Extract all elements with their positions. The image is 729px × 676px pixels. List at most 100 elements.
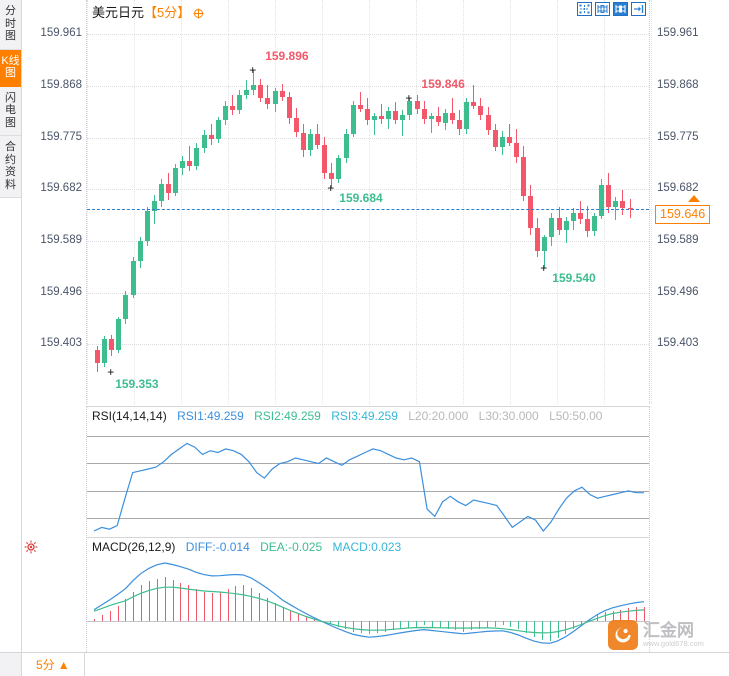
macd-histogram-bar xyxy=(369,621,370,635)
current-price-line xyxy=(87,209,649,211)
macd-histogram-bar xyxy=(219,591,221,622)
candle-body xyxy=(130,261,136,295)
rsi-level-20: L20:20.000 xyxy=(408,409,469,423)
bottom-bar-sidebar-gap xyxy=(0,653,22,676)
macd-histogram-bar xyxy=(196,589,198,622)
chart-title: 美元日元【5分】 xyxy=(92,2,204,22)
macd-lines xyxy=(93,562,645,644)
axis-tick-label: 159.403 xyxy=(40,337,82,350)
macd-histogram-bar xyxy=(628,608,630,622)
macd-title: MACD(26,12,9) xyxy=(92,540,176,554)
candle-wick xyxy=(452,98,453,124)
macd-histogram-bar xyxy=(329,621,331,624)
macd-histogram-bar xyxy=(164,577,166,622)
candle-body xyxy=(364,109,370,121)
candle-body xyxy=(492,130,498,147)
macd-histogram-bar xyxy=(439,621,441,628)
crosshair-move-icon[interactable] xyxy=(577,2,592,16)
candle-body xyxy=(570,212,576,222)
candle-body xyxy=(258,84,264,99)
macd-histogram-bar xyxy=(479,621,480,630)
macd-histogram-bar xyxy=(117,605,119,622)
candle-body xyxy=(322,144,328,173)
crosshair-circle-icon[interactable] xyxy=(193,7,204,22)
watermark-texts: 汇金网 www.gold678.com xyxy=(643,622,704,648)
rsi-title: RSI(14,14,14) xyxy=(92,409,167,423)
macd-histogram-bar xyxy=(94,618,95,622)
axis-tick-label: 159.868 xyxy=(657,78,699,91)
grid-vline xyxy=(275,0,276,404)
sidebar-item-kline-chart[interactable]: K线图 xyxy=(0,49,21,87)
candle-wick xyxy=(253,70,255,95)
candle-wick xyxy=(381,103,382,124)
timeframe-tab[interactable]: 5分 ▲ xyxy=(22,653,85,676)
macd-axis-left: 0.0880.0540.021-0.012 xyxy=(22,537,84,652)
macd-histogram-bar xyxy=(526,621,528,634)
grid-line xyxy=(87,189,649,191)
current-price-arrow xyxy=(688,195,700,203)
timeframe-arrow-icon: ▲ xyxy=(57,657,70,672)
candle-body xyxy=(450,112,455,121)
watermark-url: www.gold678.com xyxy=(643,638,704,648)
rsi-reference-line xyxy=(87,436,649,438)
axis-tick-label: 159.682 xyxy=(657,182,699,195)
candle-body xyxy=(471,102,477,106)
candle-wick xyxy=(267,84,269,110)
macd-histogram-bar xyxy=(133,591,135,622)
macd-histogram-bar xyxy=(463,621,465,632)
macd-histogram-bar xyxy=(620,609,622,622)
macd-histogram-bar xyxy=(109,611,111,622)
expand-right-icon[interactable] xyxy=(631,2,646,16)
price-annotation-label: 159.684 xyxy=(339,191,383,206)
grid-vline xyxy=(510,0,511,404)
candle-body xyxy=(442,112,448,123)
macd-histogram-bar xyxy=(376,621,378,634)
macd-histogram-bar xyxy=(581,621,583,624)
sidebar-item-lightning-chart[interactable]: 闪电图 xyxy=(0,87,21,136)
macd-histogram-bar xyxy=(565,621,567,635)
macd-histogram-bar xyxy=(314,618,315,622)
macd-histogram-bar xyxy=(266,598,268,622)
annotation-marker: + xyxy=(249,63,257,78)
chart-scale-icon[interactable] xyxy=(595,2,610,16)
sun-settings-icon[interactable] xyxy=(24,540,38,554)
macd-histogram-bar xyxy=(306,616,308,622)
macd-pane[interactable]: MACD(26,12,9) DIFF:-0.014 DEA:-0.025 MAC… xyxy=(86,537,650,652)
macd-histogram-bar xyxy=(243,585,245,622)
candle-body xyxy=(613,201,619,207)
sidebar-item-time-chart[interactable]: 分时图 xyxy=(0,0,21,50)
candle-body xyxy=(379,115,384,120)
sidebar-item-contract-info[interactable]: 合约资料 xyxy=(0,136,21,198)
candle-body xyxy=(357,104,363,110)
price-chart-pane[interactable]: 美元日元【5分】 xyxy=(86,0,652,404)
candle-body xyxy=(123,294,129,320)
candle-wick xyxy=(544,234,546,269)
candle-body xyxy=(343,133,349,159)
candle-body xyxy=(265,98,271,104)
candle-body xyxy=(222,105,228,121)
chart-toolbar xyxy=(577,2,646,16)
candle-wick xyxy=(615,196,617,221)
macd-histogram-bar xyxy=(149,581,150,622)
watermark-name: 汇金网 xyxy=(643,621,694,641)
axis-tick-label: 159.589 xyxy=(657,233,699,246)
candle-body xyxy=(144,211,150,242)
grid-vline xyxy=(369,0,370,404)
candle-body xyxy=(478,105,484,115)
candle-body xyxy=(315,133,321,145)
axis-tick-label: 159.496 xyxy=(657,285,699,298)
candle-body xyxy=(428,115,434,120)
macd-histogram-bar xyxy=(486,621,488,628)
rsi-pane[interactable]: RSI(14,14,14) RSI1:49.259 RSI2:49.259 RS… xyxy=(86,406,650,536)
macd-histogram-bar xyxy=(447,621,449,630)
chart-fill-icon[interactable] xyxy=(613,2,628,16)
candle-body xyxy=(279,91,285,97)
macd-histogram-bar xyxy=(408,621,410,628)
candle-body xyxy=(180,161,186,169)
sidebar-filler xyxy=(0,198,21,652)
grid-vline xyxy=(463,0,464,404)
macd-histogram-bar xyxy=(455,621,457,631)
candle-body xyxy=(435,115,441,123)
macd-histogram-bar xyxy=(502,621,504,626)
grid-line xyxy=(87,240,649,242)
